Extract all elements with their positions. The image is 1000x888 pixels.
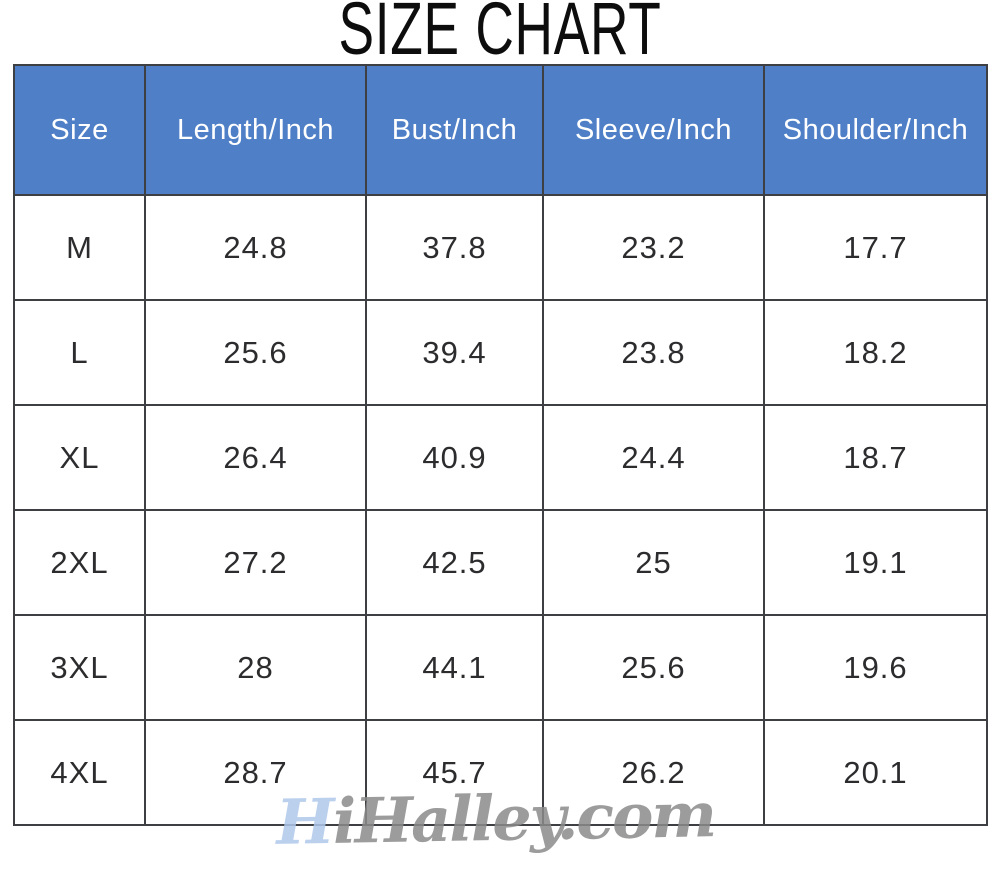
measurement-cell: 19.6: [763, 614, 988, 721]
measurement-cell: 18.2: [763, 299, 988, 406]
column-header-bust: Bust/Inch: [365, 64, 544, 196]
size-cell: 4XL: [13, 719, 146, 826]
size-cell: 2XL: [13, 509, 146, 616]
header-row: Size Length/Inch Bust/Inch Sleeve/Inch S…: [13, 64, 988, 196]
size-table-body: M 24.8 37.8 23.2 17.7 L 25.6 39.4 23.8 18.2 XL 26.4…: [13, 194, 988, 826]
measurement-cell: 42.5: [365, 509, 544, 616]
column-header-length: Length/Inch: [144, 64, 367, 196]
measurement-cell: 28.7: [144, 719, 367, 826]
table-row: 2XL 27.2 42.5 25 19.1: [13, 509, 988, 616]
page-title: SIZE CHART: [338, 0, 662, 70]
measurement-cell: 26.4: [144, 404, 367, 511]
measurement-cell: 37.8: [365, 194, 544, 301]
size-cell: L: [13, 299, 146, 406]
table-row: M 24.8 37.8 23.2 17.7: [13, 194, 988, 301]
table-row: XL 26.4 40.9 24.4 18.7: [13, 404, 988, 511]
size-cell: M: [13, 194, 146, 301]
measurement-cell: 24.8: [144, 194, 367, 301]
measurement-cell: 40.9: [365, 404, 544, 511]
measurement-cell: 39.4: [365, 299, 544, 406]
measurement-cell: 26.2: [542, 719, 765, 826]
measurement-cell: 17.7: [763, 194, 988, 301]
size-cell: 3XL: [13, 614, 146, 721]
column-header-shoulder: Shoulder/Inch: [763, 64, 988, 196]
size-cell: XL: [13, 404, 146, 511]
measurement-cell: 24.4: [542, 404, 765, 511]
measurement-cell: 23.2: [542, 194, 765, 301]
measurement-cell: 27.2: [144, 509, 367, 616]
column-header-size: Size: [13, 64, 146, 196]
measurement-cell: 45.7: [365, 719, 544, 826]
measurement-cell: 44.1: [365, 614, 544, 721]
measurement-cell: 20.1: [763, 719, 988, 826]
measurement-cell: 25.6: [144, 299, 367, 406]
table-row: L 25.6 39.4 23.8 18.2: [13, 299, 988, 406]
measurement-cell: 18.7: [763, 404, 988, 511]
measurement-cell: 25: [542, 509, 765, 616]
size-table-header: Size Length/Inch Bust/Inch Sleeve/Inch S…: [13, 64, 988, 196]
table-row: 3XL 28 44.1 25.6 19.6: [13, 614, 988, 721]
measurement-cell: 23.8: [542, 299, 765, 406]
table-row: 4XL 28.7 45.7 26.2 20.1: [13, 719, 988, 826]
measurement-cell: 28: [144, 614, 367, 721]
measurement-cell: 19.1: [763, 509, 988, 616]
measurement-cell: 25.6: [542, 614, 765, 721]
column-header-sleeve: Sleeve/Inch: [542, 64, 765, 196]
size-table: Size Length/Inch Bust/Inch Sleeve/Inch S…: [13, 64, 988, 826]
